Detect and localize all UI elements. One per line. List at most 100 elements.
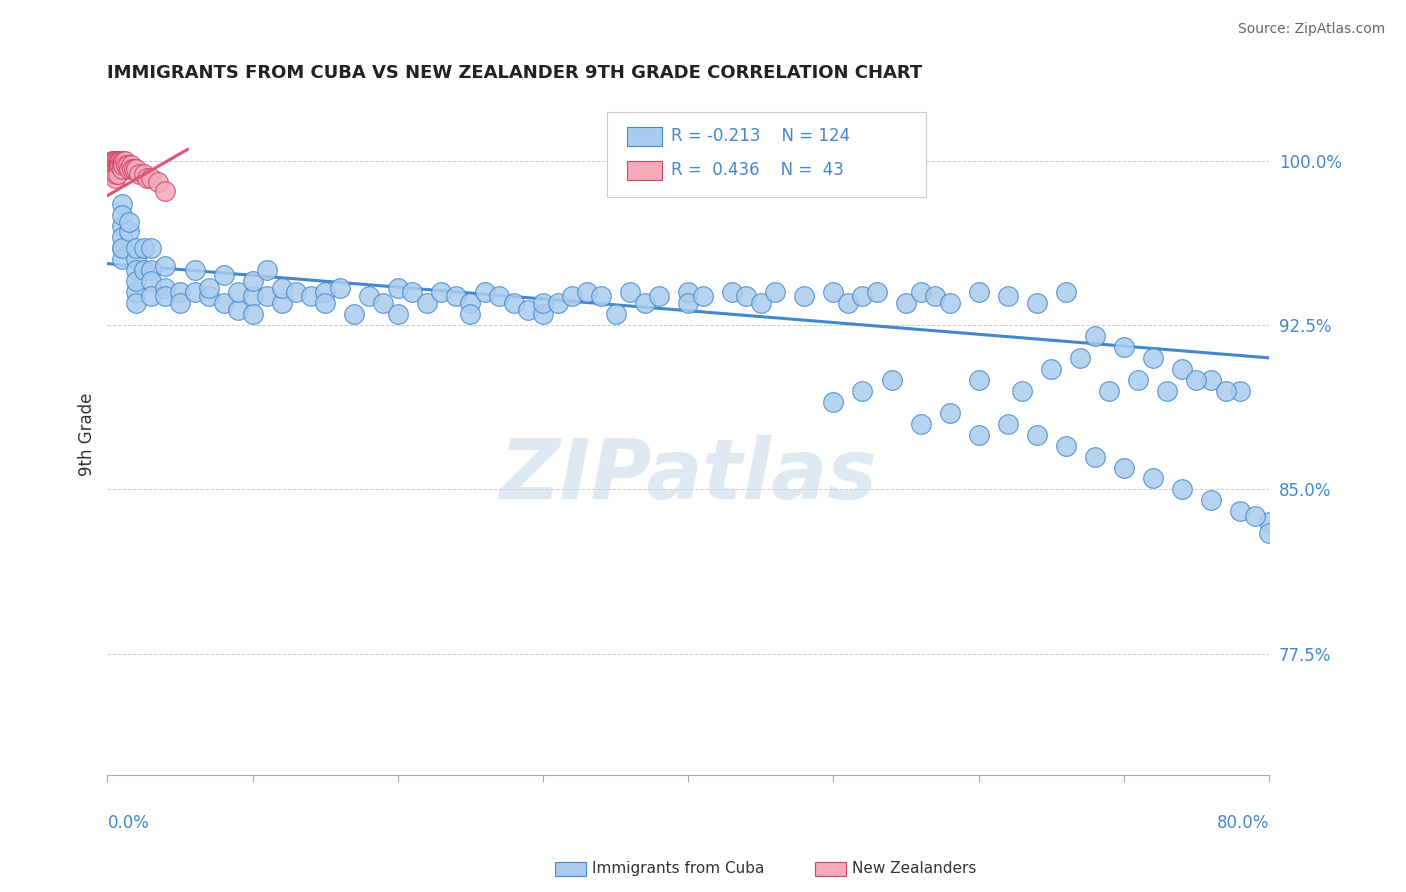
Point: [967, 427, 990, 442]
Text: R = -0.213    N = 124: R = -0.213 N = 124: [671, 128, 849, 145]
Point: [314, 285, 336, 299]
Point: [938, 296, 960, 310]
Point: [110, 158, 132, 172]
Point: [155, 289, 177, 303]
Point: [503, 296, 526, 310]
Point: [111, 153, 134, 168]
Point: [634, 296, 657, 310]
Point: [387, 281, 409, 295]
Point: [561, 289, 583, 303]
Text: ZIPatlas: ZIPatlas: [499, 435, 877, 516]
Point: [591, 289, 613, 303]
Point: [416, 296, 439, 310]
Point: [910, 417, 932, 431]
Point: [114, 153, 136, 168]
Point: [110, 153, 132, 168]
Point: [1054, 439, 1077, 453]
Point: [103, 158, 125, 172]
Point: [118, 215, 141, 229]
Point: [132, 167, 155, 181]
Point: [118, 162, 141, 177]
Point: [1112, 460, 1135, 475]
Point: [115, 158, 138, 172]
Point: [299, 289, 322, 303]
Point: [125, 162, 148, 177]
Point: [1112, 340, 1135, 354]
Point: [198, 281, 221, 295]
Point: [105, 167, 128, 181]
Point: [103, 153, 125, 168]
Point: [1084, 450, 1107, 464]
Point: [329, 281, 352, 295]
Point: [139, 263, 162, 277]
Point: [1011, 384, 1033, 398]
Point: [997, 289, 1019, 303]
Point: [104, 158, 127, 172]
Point: [1098, 384, 1121, 398]
Point: [125, 285, 148, 299]
Point: [111, 230, 134, 244]
Point: [103, 167, 125, 181]
Point: [183, 285, 205, 299]
Point: [531, 296, 554, 310]
Point: [125, 241, 148, 255]
Point: [460, 307, 482, 321]
Point: [1258, 526, 1281, 541]
Point: [111, 208, 134, 222]
Point: [212, 268, 235, 282]
FancyBboxPatch shape: [607, 112, 927, 197]
Point: [112, 158, 135, 172]
Point: [139, 289, 162, 303]
Point: [1199, 373, 1222, 387]
Point: [139, 274, 162, 288]
Text: New Zealanders: New Zealanders: [852, 862, 976, 876]
Point: [1084, 329, 1107, 343]
Point: [155, 259, 177, 273]
Text: Immigrants from Cuba: Immigrants from Cuba: [592, 862, 765, 876]
Bar: [627, 127, 661, 145]
Point: [735, 289, 758, 303]
Point: [125, 263, 148, 277]
Point: [285, 285, 308, 299]
Point: [122, 162, 145, 177]
Point: [107, 153, 129, 168]
Point: [169, 285, 191, 299]
Point: [894, 296, 917, 310]
Point: [444, 289, 467, 303]
Point: [1258, 516, 1281, 530]
Point: [676, 285, 699, 299]
Point: [111, 241, 134, 255]
Point: [139, 171, 162, 186]
Point: [938, 406, 960, 420]
Point: [531, 307, 554, 321]
Point: [125, 274, 148, 288]
Point: [1156, 384, 1178, 398]
Point: [169, 296, 191, 310]
Point: [128, 167, 150, 181]
Point: [1069, 351, 1091, 365]
Text: 80.0%: 80.0%: [1216, 814, 1270, 832]
Point: [125, 252, 148, 267]
Point: [155, 184, 177, 198]
Point: [117, 158, 139, 172]
Point: [648, 289, 671, 303]
Point: [103, 162, 125, 177]
Point: [270, 296, 292, 310]
Point: [1243, 508, 1265, 523]
Text: R =  0.436    N =  43: R = 0.436 N = 43: [671, 161, 844, 179]
Point: [104, 167, 127, 181]
Point: [314, 296, 336, 310]
Point: [373, 296, 395, 310]
Point: [148, 176, 170, 190]
Point: [720, 285, 742, 299]
Y-axis label: 9th Grade: 9th Grade: [79, 393, 96, 476]
Point: [967, 285, 990, 299]
Point: [226, 285, 249, 299]
Point: [343, 307, 366, 321]
Point: [1229, 504, 1251, 518]
Point: [100, 153, 122, 168]
Point: [430, 285, 453, 299]
Point: [270, 281, 292, 295]
Point: [1128, 373, 1150, 387]
Point: [474, 285, 496, 299]
